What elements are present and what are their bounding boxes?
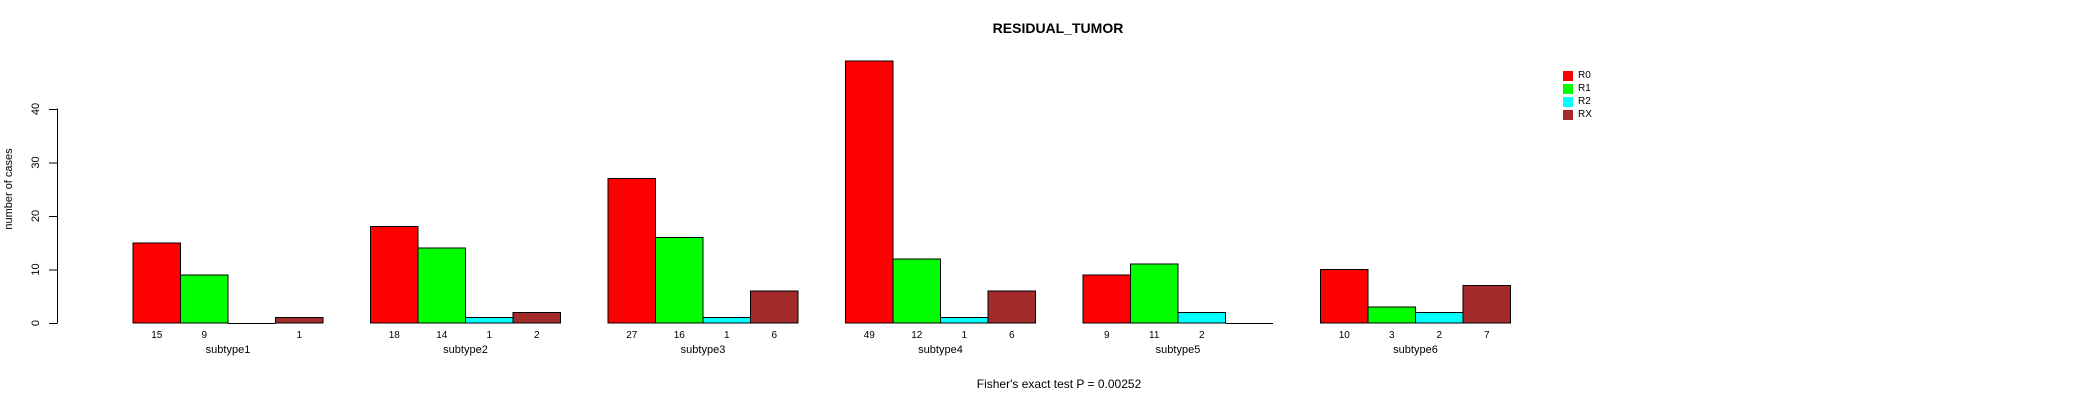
category-label-subtype1: subtype1 <box>206 344 251 356</box>
bar-R1-subtype3 <box>655 236 704 324</box>
bar-R0-subtype1 <box>132 242 181 324</box>
legend-item-RX: RX <box>1563 108 1592 121</box>
y-tick-label: 10 <box>30 263 42 275</box>
bar-value-label: 1 <box>724 330 730 341</box>
bar-value-label: 49 <box>864 330 876 341</box>
bar-value-label: 11 <box>1149 330 1160 341</box>
bar-value-label: 7 <box>1484 330 1490 341</box>
bar-RX-subtype1 <box>275 317 324 324</box>
bar-RX-subtype4 <box>987 290 1036 324</box>
bar-RX-subtype6 <box>1462 285 1511 324</box>
bar-R2-subtype5 <box>1177 311 1226 324</box>
legend-swatch-R1 <box>1563 83 1573 94</box>
bar-value-label: 2 <box>1436 330 1442 341</box>
legend-swatch-RX <box>1563 109 1573 120</box>
bar-R0-subtype4 <box>845 60 894 324</box>
bar-R0-subtype5 <box>1082 274 1131 324</box>
category-label-subtype5: subtype5 <box>1156 344 1201 356</box>
y-tick-label: 40 <box>30 103 42 115</box>
bar-R2-subtype4 <box>940 317 989 324</box>
legend-label: RX <box>1578 108 1592 120</box>
bar-R0-subtype3 <box>607 178 656 324</box>
caption: Fisher's exact test P = 0.00252 <box>976 377 1142 391</box>
category-label-subtype2: subtype2 <box>443 344 488 356</box>
bar-value-label: 16 <box>674 330 686 341</box>
legend-label: R1 <box>1578 82 1591 94</box>
bar-value-label: 27 <box>626 330 638 341</box>
legend-label: R0 <box>1578 69 1591 81</box>
bar-R1-subtype2 <box>417 247 466 324</box>
bar-value-label: 9 <box>1104 330 1110 341</box>
bar-value-label: 1 <box>486 330 492 341</box>
bar-R2-subtype2 <box>465 317 514 324</box>
bar-RX-subtype2 <box>512 311 561 324</box>
legend-label: R2 <box>1578 95 1591 107</box>
bar-R0-subtype6 <box>1320 269 1369 324</box>
legend: R0 R1 R2 RX <box>1563 69 1592 121</box>
legend-swatch-R2 <box>1563 96 1573 107</box>
bar-R0-subtype2 <box>370 226 419 324</box>
bar-value-label: 18 <box>389 330 401 341</box>
bar-value-label: 14 <box>436 330 448 341</box>
bar-value-label: 1 <box>296 330 302 341</box>
legend-swatch-R0 <box>1563 70 1573 81</box>
bar-value-label: 9 <box>201 330 207 341</box>
bar-RX-subtype3 <box>750 290 799 324</box>
bar-R1-subtype6 <box>1367 306 1416 324</box>
bar-R2-subtype3 <box>702 317 751 324</box>
bar-value-label: 2 <box>534 330 540 341</box>
chart-title: RESIDUAL_TUMOR <box>992 20 1124 36</box>
category-label-subtype6: subtype6 <box>1393 344 1438 356</box>
y-tick-label: 20 <box>30 210 42 222</box>
category-label-subtype3: subtype3 <box>681 344 726 356</box>
bar-R1-subtype4 <box>892 258 941 324</box>
category-label-subtype4: subtype4 <box>918 344 963 356</box>
legend-item-R2: R2 <box>1563 95 1592 108</box>
bar-value-label: 6 <box>1009 330 1015 341</box>
legend-item-R1: R1 <box>1563 82 1592 95</box>
bar-R2-subtype6 <box>1415 311 1464 324</box>
bar-value-label: 2 <box>1199 330 1205 341</box>
y-tick-label: 0 <box>30 320 42 326</box>
legend-item-R0: R0 <box>1563 69 1592 82</box>
bar-value-label: 6 <box>771 330 777 341</box>
bar-value-label: 3 <box>1389 330 1395 341</box>
bar-R1-subtype5 <box>1130 263 1179 324</box>
bar-value-label: 1 <box>961 330 967 341</box>
bar-value-label: 12 <box>911 330 923 341</box>
bar-value-label: 10 <box>1339 330 1351 341</box>
bar-R1-subtype1 <box>180 274 229 324</box>
y-tick-label: 30 <box>30 156 42 168</box>
bar-value-label: 15 <box>151 330 163 341</box>
